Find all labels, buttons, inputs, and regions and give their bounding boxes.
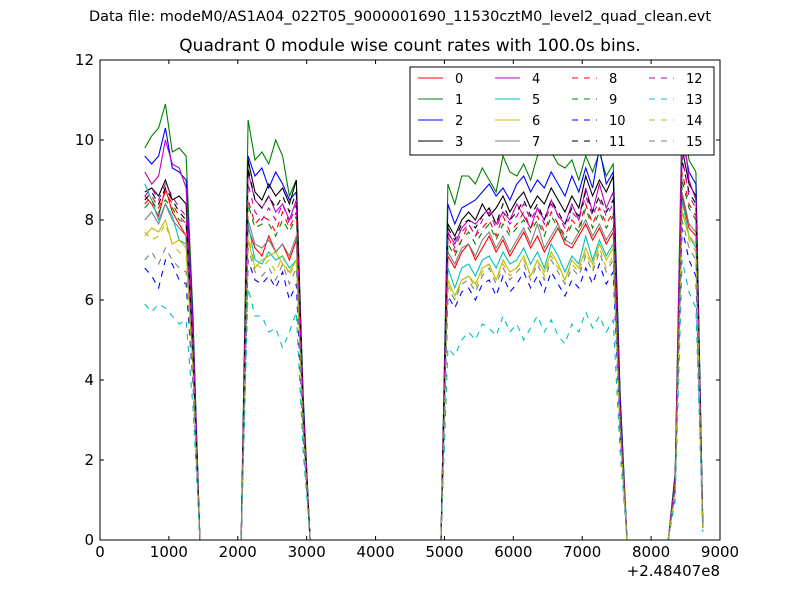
- series-line-4: [144, 119, 704, 540]
- legend-label-12: 12: [686, 72, 703, 87]
- legend-label-6: 6: [532, 114, 540, 129]
- series-line-8: [144, 171, 704, 540]
- legend-label-10: 10: [609, 114, 626, 129]
- x-tick-label: 6000: [494, 543, 532, 561]
- series-line-7: [144, 191, 704, 540]
- legend-label-13: 13: [686, 93, 703, 108]
- legend-label-5: 5: [532, 93, 540, 108]
- series-line-12: [144, 155, 704, 540]
- chart-title: Quadrant 0 module wise count rates with …: [179, 36, 641, 56]
- legend-label-4: 4: [532, 72, 540, 87]
- y-tick-label: 8: [84, 211, 94, 229]
- legend-label-14: 14: [686, 114, 703, 129]
- series-line-5: [144, 183, 704, 540]
- legend-label-2: 2: [455, 114, 463, 129]
- series-line-1: [144, 103, 704, 540]
- x-tick-label: 4000: [356, 543, 394, 561]
- legend-box: [409, 66, 715, 156]
- series-line-2: [144, 127, 704, 540]
- chart-suptitle: Data file: modeM0/AS1A04_022T05_90000016…: [88, 9, 712, 25]
- x-tick-label: 7000: [563, 543, 601, 561]
- x-tick-label: 8000: [632, 543, 670, 561]
- x-offset-label: +2.48407e8: [627, 562, 720, 580]
- legend-label-9: 9: [609, 93, 617, 108]
- y-tick-label: 12: [75, 51, 94, 69]
- ticks-layer: 0 1000 2000 3000 4000 5000 6000 7000 8000 9000 0 2 4…: [75, 51, 739, 561]
- x-tick-label: 3000: [288, 543, 326, 561]
- series-line-6: [144, 211, 704, 540]
- legend-label-11: 11: [609, 135, 626, 150]
- series-line-15: [144, 219, 704, 540]
- series-line-3: [144, 147, 704, 540]
- x-tick-label: 0: [95, 543, 105, 561]
- y-tick-label: 0: [84, 531, 94, 549]
- x-tick-label: 9000: [701, 543, 739, 561]
- legend-label-7: 7: [532, 135, 540, 150]
- y-tick-label: 4: [84, 371, 94, 389]
- legend-label-15: 15: [686, 135, 703, 150]
- series-line-0: [144, 185, 704, 540]
- x-tick-label: 5000: [425, 543, 463, 561]
- legend-label-8: 8: [609, 72, 617, 87]
- x-tick-label: 1000: [150, 543, 188, 561]
- legend-label-1: 1: [455, 93, 463, 108]
- legend-label-0: 0: [455, 72, 463, 87]
- series-layer: [144, 103, 704, 540]
- y-tick-label: 2: [84, 451, 94, 469]
- y-tick-label: 6: [84, 291, 94, 309]
- y-tick-label: 10: [75, 131, 94, 149]
- series-line-14: [144, 207, 704, 540]
- x-tick-label: 2000: [219, 543, 257, 561]
- legend-label-3: 3: [455, 135, 463, 150]
